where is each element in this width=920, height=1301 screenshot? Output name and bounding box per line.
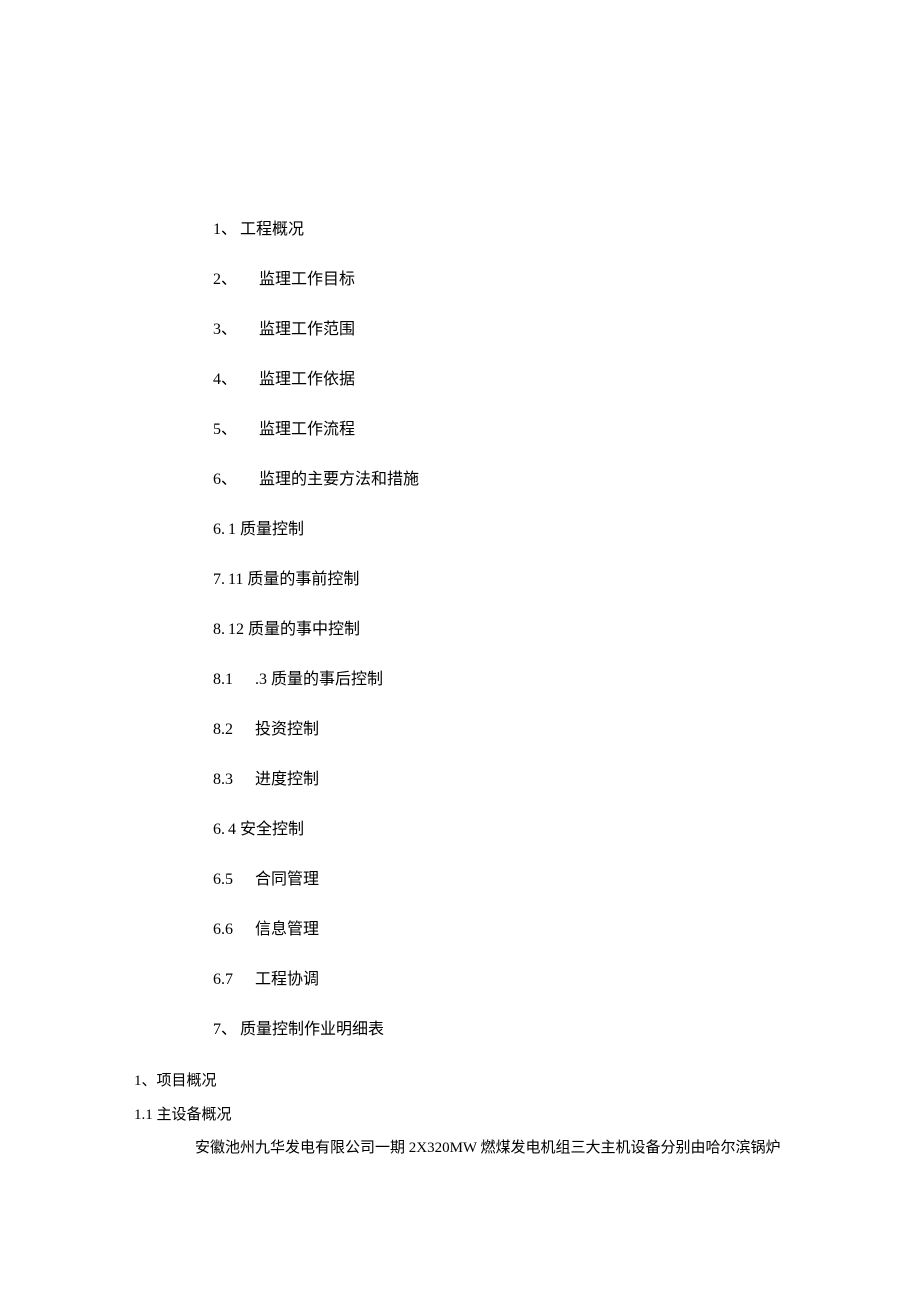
toc-item: 8.12 质量的事中控制 [213, 618, 820, 642]
toc-label: 4 安全控制 [228, 818, 304, 842]
toc-item: 1、工程概况 [213, 218, 820, 242]
toc-number: 8. [213, 618, 225, 642]
toc-separator: 、 [221, 268, 237, 292]
toc-item: 4、监理工作依据 [213, 368, 820, 392]
toc-item: 6.7 工程协调 [213, 968, 820, 992]
toc-item: 5、监理工作流程 [213, 418, 820, 442]
toc-number: 1 [213, 218, 221, 242]
toc-separator: 、 [221, 418, 237, 442]
toc-number: 7. [213, 568, 225, 592]
toc-item: 2、监理工作目标 [213, 268, 820, 292]
toc-label: 进度控制 [255, 768, 319, 792]
toc-label: .3 质量的事后控制 [255, 668, 383, 692]
toc-number: 6 [213, 468, 221, 492]
toc-label: 信息管理 [255, 918, 319, 942]
toc-label: 11 质量的事前控制 [228, 568, 359, 592]
toc-item: 3、监理工作范围 [213, 318, 820, 342]
body-paragraph: 安徽池州九华发电有限公司一期 2X320MW 燃煤发电机组三大主机设备分别由哈尔… [0, 1137, 920, 1160]
toc-separator: 、 [221, 468, 237, 492]
toc-separator: 、 [221, 368, 237, 392]
toc-item: 7、质量控制作业明细表 [213, 1018, 820, 1042]
toc-label: 工程概况 [240, 218, 304, 242]
toc-number: 7 [213, 1018, 221, 1042]
toc-label: 监理工作范围 [259, 318, 355, 342]
toc-number: 6.7 [213, 968, 233, 992]
toc-label: 合同管理 [255, 868, 319, 892]
toc-item: 8.1 .3 质量的事后控制 [213, 668, 820, 692]
toc-number: 8.3 [213, 768, 233, 792]
toc-label: 质量控制作业明细表 [240, 1018, 384, 1042]
toc-separator: 、 [221, 218, 237, 242]
toc-item: 6.6 信息管理 [213, 918, 820, 942]
toc-number: 3 [213, 318, 221, 342]
toc-label: 投资控制 [255, 718, 319, 742]
toc-number: 6. [213, 518, 225, 542]
toc-item: 8.3 进度控制 [213, 768, 820, 792]
toc-item: 7.11 质量的事前控制 [213, 568, 820, 592]
toc-number: 2 [213, 268, 221, 292]
toc-item: 6.1 质量控制 [213, 518, 820, 542]
toc-number: 6.5 [213, 868, 233, 892]
page-content: 1、工程概况 2、监理工作目标 3、监理工作范围 4、监理工作依据 5、监理工作… [0, 0, 920, 1042]
section-subheading: 1.1 主设备概况 [0, 1104, 920, 1127]
toc-number: 8.2 [213, 718, 233, 742]
toc-item: 8.2 投资控制 [213, 718, 820, 742]
toc-label: 12 质量的事中控制 [228, 618, 360, 642]
toc-number: 6.6 [213, 918, 233, 942]
toc-label: 监理工作目标 [259, 268, 355, 292]
toc-label: 监理的主要方法和措施 [259, 468, 419, 492]
section-heading: 1、项目概况 [0, 1070, 920, 1093]
toc-number: 8.1 [213, 668, 233, 692]
toc-item: 6、监理的主要方法和措施 [213, 468, 820, 492]
toc-label: 监理工作流程 [259, 418, 355, 442]
toc-label: 1 质量控制 [228, 518, 304, 542]
toc-separator: 、 [221, 318, 237, 342]
toc-item: 6.5 合同管理 [213, 868, 820, 892]
toc-label: 监理工作依据 [259, 368, 355, 392]
table-of-contents: 1、工程概况 2、监理工作目标 3、监理工作范围 4、监理工作依据 5、监理工作… [213, 218, 820, 1042]
toc-label: 工程协调 [255, 968, 319, 992]
document-body: 1、项目概况 1.1 主设备概况 安徽池州九华发电有限公司一期 2X320MW … [0, 1068, 920, 1160]
toc-number: 6. [213, 818, 225, 842]
toc-separator: 、 [221, 1018, 237, 1042]
toc-number: 4 [213, 368, 221, 392]
toc-number: 5 [213, 418, 221, 442]
toc-item: 6.4 安全控制 [213, 818, 820, 842]
